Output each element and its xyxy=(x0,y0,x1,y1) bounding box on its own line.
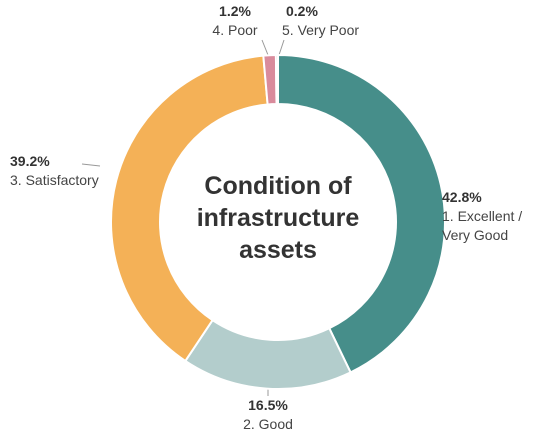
category-label: 3. Satisfactory xyxy=(10,172,99,188)
data-label: 1.2% 4. Poor xyxy=(200,2,270,40)
data-label: 0.2% 5. Very Poor xyxy=(282,2,392,40)
category-label: 2. Good xyxy=(243,416,293,432)
value-label: 42.8% xyxy=(442,189,482,205)
data-label: 39.2% 3. Satisfactory xyxy=(10,152,130,190)
donut-segment xyxy=(277,53,446,374)
value-label: 1.2% xyxy=(219,3,251,19)
data-label: 42.8% 1. Excellent / Very Good xyxy=(442,188,550,245)
category-label: 4. Poor xyxy=(212,22,258,38)
donut-segment xyxy=(274,53,279,106)
category-label: 5. Very Poor xyxy=(282,22,360,38)
value-label: 16.5% xyxy=(248,397,288,413)
leader-line xyxy=(81,163,101,167)
value-label: 0.2% xyxy=(286,3,318,19)
leader-line xyxy=(278,39,285,56)
category-label: 1. Excellent / Very Good xyxy=(442,208,523,243)
donut-segment xyxy=(183,318,352,390)
chart-title: Condition of infrastructure assets xyxy=(196,172,360,264)
data-label: 16.5% 2. Good xyxy=(218,396,318,434)
leader-line xyxy=(261,39,269,56)
donut-segment xyxy=(110,54,269,363)
value-label: 39.2% xyxy=(10,153,50,169)
